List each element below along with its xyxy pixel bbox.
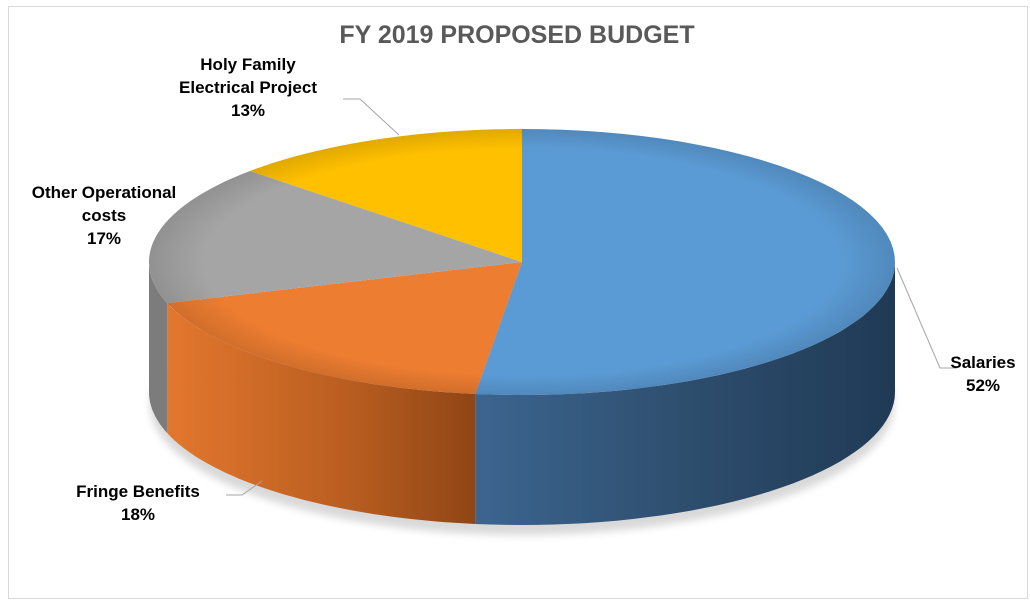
leader-line-fringe-benefits (226, 480, 263, 496)
chart-title: FY 2019 PROPOSED BUDGET (339, 21, 694, 49)
leader-line-holy-family-electrical-project (343, 98, 400, 136)
data-label-salaries: Salaries 52% (950, 353, 1015, 395)
data-label-fringe-benefits: Fringe Benefits 18% (76, 482, 200, 524)
data-label-other-operational-costs: Other Operational costs 17% (32, 183, 177, 248)
data-label-holy-family-electrical-project: Holy Family Electrical Project 13% (179, 55, 317, 120)
leader-line-salaries (896, 267, 957, 369)
